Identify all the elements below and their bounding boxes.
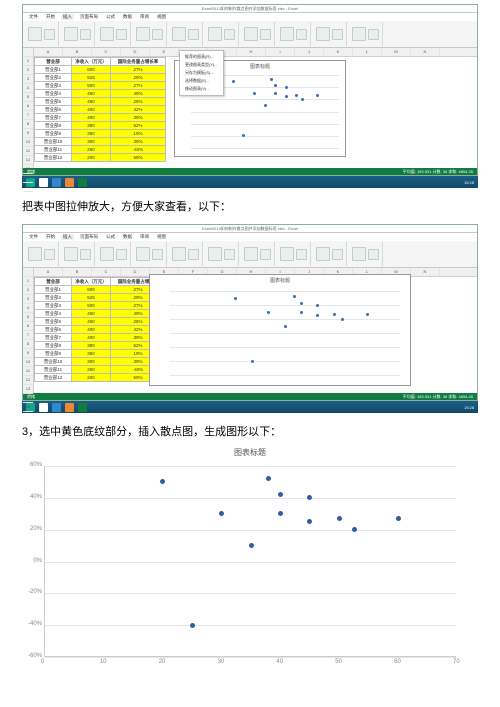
status-bar: 就绪平均值: 193.931 计数: 36 求和: 4654.35 bbox=[23, 168, 477, 175]
ribbon-button[interactable] bbox=[188, 29, 199, 40]
ribbon-tab[interactable]: 插入 bbox=[61, 14, 74, 20]
ribbon-button[interactable] bbox=[172, 247, 186, 261]
ribbon-button[interactable] bbox=[368, 29, 379, 40]
ribbon-button[interactable] bbox=[280, 27, 294, 41]
ribbon-tab[interactable]: 开始 bbox=[44, 234, 57, 240]
ribbon-button[interactable] bbox=[368, 249, 379, 260]
caption-2: 3，选中黄色底纹部分，插入散点图，生成图形以下： bbox=[0, 417, 500, 445]
ribbon-button[interactable] bbox=[80, 29, 91, 40]
taskbar: 15:28 bbox=[22, 176, 478, 188]
ribbon-button[interactable] bbox=[152, 29, 163, 40]
ribbon-tab[interactable]: 视图 bbox=[155, 14, 168, 20]
ribbon-button[interactable] bbox=[352, 27, 366, 41]
menu-item[interactable]: 选择数据(E)... bbox=[182, 77, 221, 85]
caption-1: 把表中图拉伸放大，方便大家查看，以下： bbox=[0, 192, 500, 220]
excel-window-1: Excel2013如何制作散点图并添加数据标签.xlsx - Excel 文件开… bbox=[22, 4, 478, 176]
ribbon-button[interactable] bbox=[100, 247, 114, 261]
ribbon-button[interactable] bbox=[260, 29, 271, 40]
ribbon-button[interactable] bbox=[64, 27, 78, 41]
ribbon-tab[interactable]: 视图 bbox=[155, 234, 168, 240]
ribbon-tab[interactable]: 文件 bbox=[27, 14, 40, 20]
ribbon-button[interactable] bbox=[44, 29, 55, 40]
ribbon-tab[interactable]: 开始 bbox=[44, 14, 57, 20]
ribbon-button[interactable] bbox=[260, 249, 271, 260]
ribbon-button[interactable] bbox=[136, 247, 150, 261]
ribbon-tab[interactable]: 审阅 bbox=[138, 234, 151, 240]
ribbon-tab[interactable]: 页面布局 bbox=[78, 234, 100, 240]
ribbon-button[interactable] bbox=[280, 247, 294, 261]
ribbon-button[interactable] bbox=[28, 27, 42, 41]
menu-item[interactable]: 推荐的图表(R)... bbox=[182, 53, 221, 61]
ribbon-button[interactable] bbox=[172, 27, 186, 41]
ribbon-tab[interactable]: 页面布局 bbox=[78, 14, 100, 20]
ribbon-button[interactable] bbox=[80, 249, 91, 260]
ribbon-button[interactable] bbox=[352, 247, 366, 261]
ribbon-button[interactable] bbox=[244, 247, 258, 261]
ribbon-tab[interactable]: 文件 bbox=[27, 234, 40, 240]
ribbon-button[interactable] bbox=[332, 249, 343, 260]
ribbon-tab[interactable]: 公式 bbox=[104, 14, 117, 20]
ribbon-tab[interactable]: 数据 bbox=[121, 14, 134, 20]
data-table[interactable]: 营业部净收入（万元）国际业务量占增长率营业部160027%营业部252520%营… bbox=[34, 57, 166, 162]
ribbon-button[interactable] bbox=[244, 27, 258, 41]
ribbon-tab[interactable]: 审阅 bbox=[138, 14, 151, 20]
ribbon-button[interactable] bbox=[152, 249, 163, 260]
ribbon-button[interactable] bbox=[296, 29, 307, 40]
ribbon: 文件开始插入页面布局公式数据审阅视图 bbox=[23, 13, 477, 48]
excel-window-2: Excel2013如何制作散点图并添加数据标签.xlsx - Excel 文件开… bbox=[22, 224, 478, 401]
scatter-chart-3: 图表标题 60%40%20%0%-20%-40%-60%010203040506… bbox=[0, 445, 500, 657]
ribbon-button[interactable] bbox=[208, 247, 222, 261]
embedded-chart-2[interactable]: 图表标题 bbox=[149, 274, 411, 386]
ribbon-button[interactable] bbox=[44, 249, 55, 260]
menu-item[interactable]: 移动图表(V)... bbox=[182, 85, 221, 93]
ribbon-button[interactable] bbox=[296, 249, 307, 260]
ribbon-button[interactable] bbox=[224, 29, 235, 40]
ribbon-button[interactable] bbox=[136, 27, 150, 41]
ribbon-tab[interactable]: 插入 bbox=[61, 234, 74, 240]
ribbon-button[interactable] bbox=[116, 29, 127, 40]
ribbon-button[interactable] bbox=[316, 27, 330, 41]
ribbon-button[interactable] bbox=[224, 249, 235, 260]
menu-item[interactable]: 更改图表类型(Y)... bbox=[182, 61, 221, 69]
chart-context-menu[interactable]: 推荐的图表(R)...更改图表类型(Y)...另存为模板(S)...选择数据(E… bbox=[179, 50, 224, 96]
ribbon-tab[interactable]: 公式 bbox=[104, 234, 117, 240]
menu-item[interactable]: 另存为模板(S)... bbox=[182, 69, 221, 77]
ribbon-button[interactable] bbox=[28, 247, 42, 261]
ribbon-button[interactable] bbox=[188, 249, 199, 260]
ribbon-button[interactable] bbox=[64, 247, 78, 261]
ribbon-tab[interactable]: 数据 bbox=[121, 234, 134, 240]
title-bar: Excel2013如何制作散点图并添加数据标签.xlsx - Excel bbox=[23, 5, 477, 13]
ribbon-button[interactable] bbox=[100, 27, 114, 41]
ribbon-button[interactable] bbox=[332, 29, 343, 40]
ribbon-button[interactable] bbox=[208, 27, 222, 41]
ribbon-button[interactable] bbox=[116, 249, 127, 260]
clock: 15:28 bbox=[464, 180, 474, 185]
ribbon-button[interactable] bbox=[316, 247, 330, 261]
data-table[interactable]: 营业部净收入（万元）国际业务量占增长率营业部160027%营业部252520%营… bbox=[34, 277, 166, 382]
